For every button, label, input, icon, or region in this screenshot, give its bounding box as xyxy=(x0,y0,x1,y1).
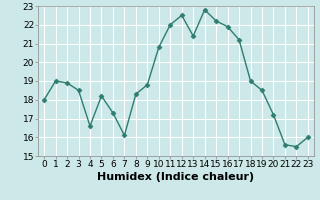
X-axis label: Humidex (Indice chaleur): Humidex (Indice chaleur) xyxy=(97,172,255,182)
